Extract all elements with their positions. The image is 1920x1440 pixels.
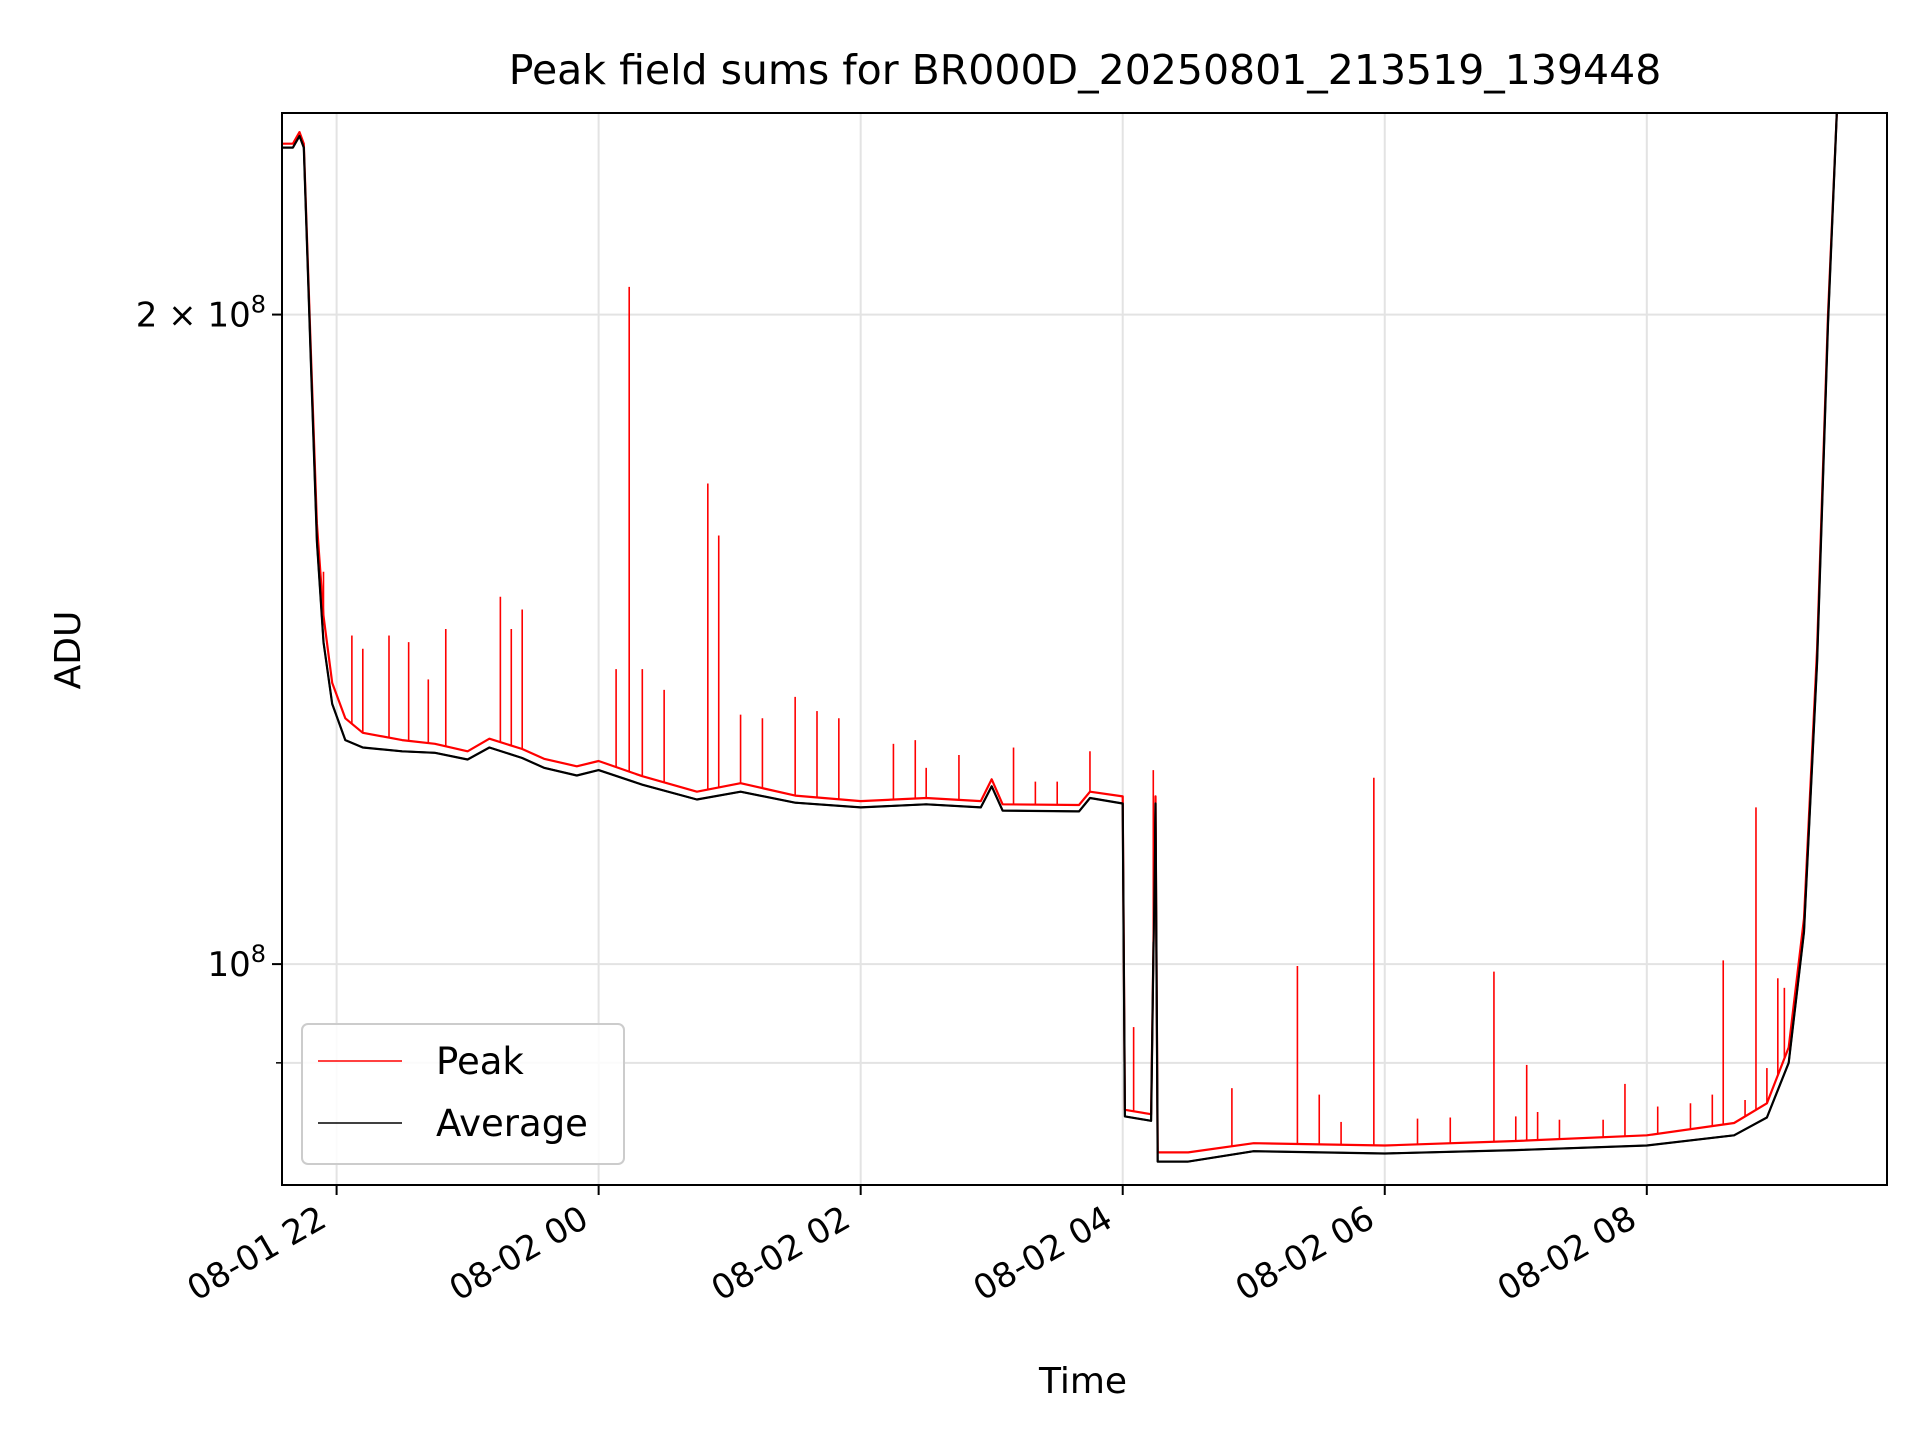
legend: Peak Average [301,1023,625,1165]
plot-frame [281,112,1888,1186]
y-tick-label: 2 × 108 [136,291,266,336]
series-line-peak [282,113,1838,1154]
plot-data [282,113,1838,1163]
x-axis-label: Time [1038,1361,1127,1402]
legend-peak-label: Peak [436,1040,524,1083]
y-axis-label: ADU [48,611,89,690]
series-line-average-overlay [282,113,1838,1163]
chart-title: Peak field sums for BR000D_20250801_2135… [509,46,1662,94]
legend-average-label: Average [436,1102,588,1145]
legend-box [301,1023,625,1165]
y-tick-label: 108 [207,940,266,985]
